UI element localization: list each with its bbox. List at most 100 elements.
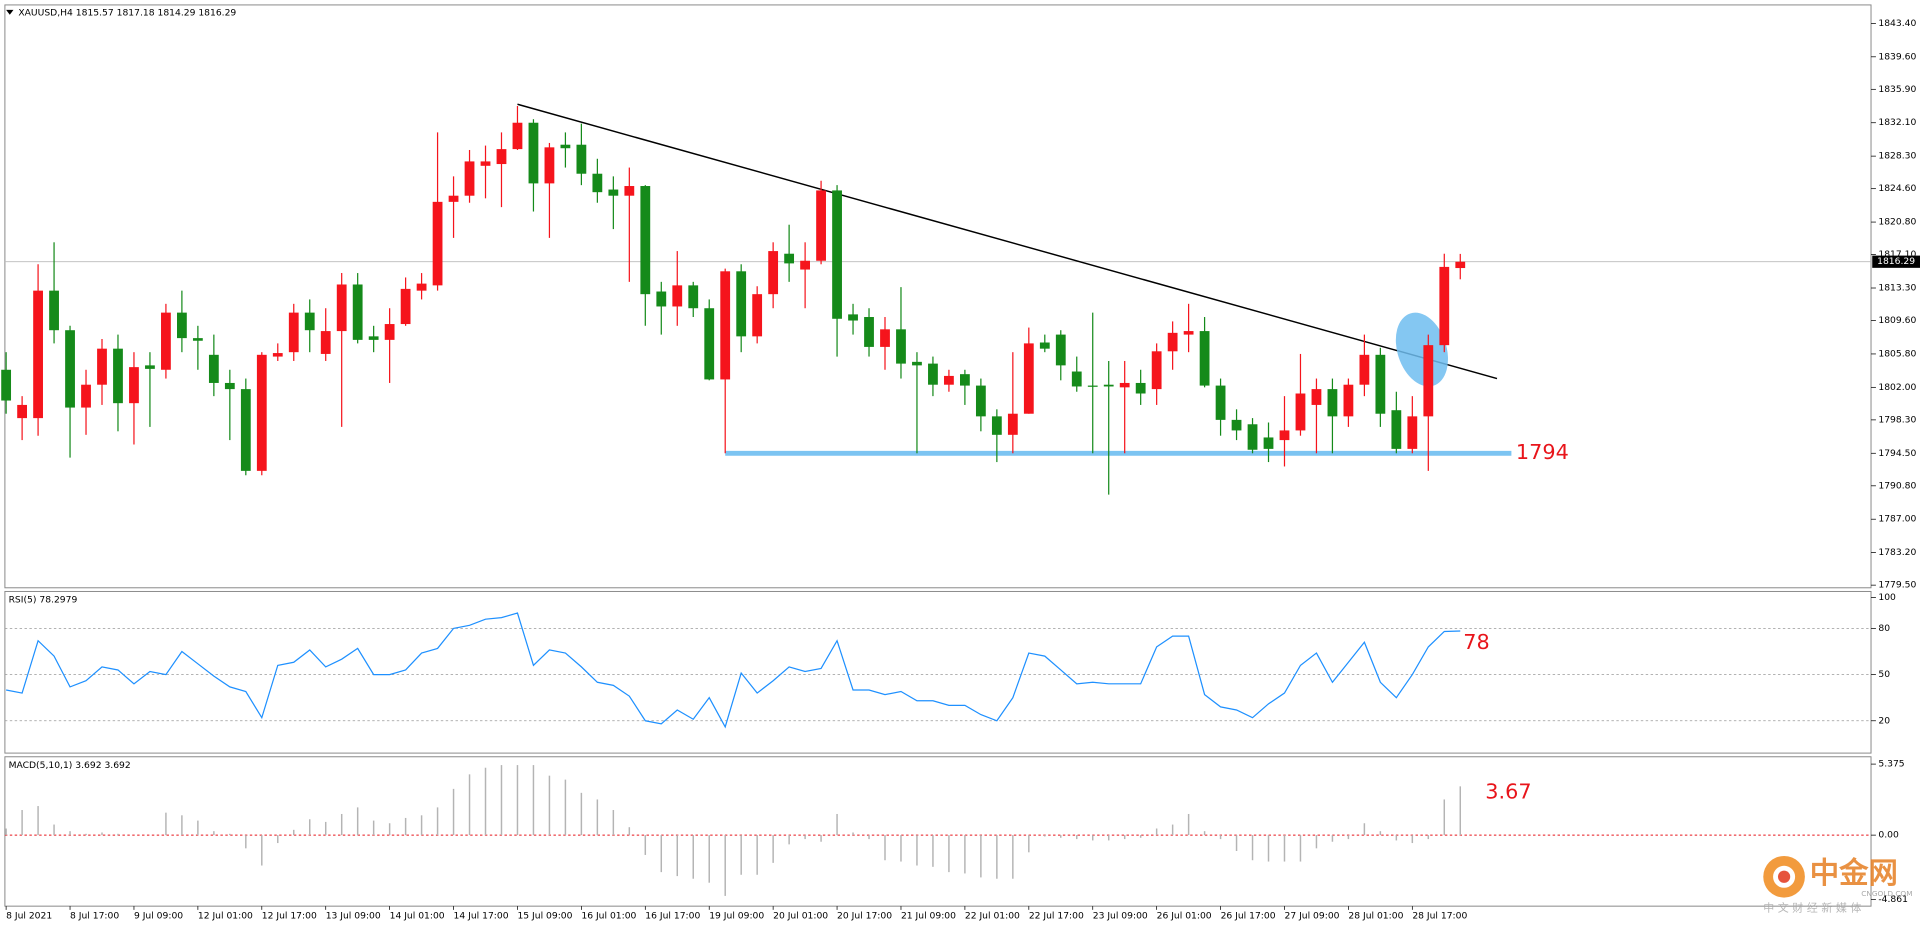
candle-body xyxy=(896,329,906,364)
rsi-line xyxy=(6,612,1461,729)
macd-bar xyxy=(724,835,726,896)
macd-bar xyxy=(436,807,439,836)
y-tick-label: 5.375 xyxy=(1878,759,1904,770)
macd-bar xyxy=(5,828,7,836)
macd-bar xyxy=(293,829,295,836)
y-tick-label: 1779.50 xyxy=(1878,580,1916,591)
x-tick-label: 20 Jul 17:00 xyxy=(837,910,892,921)
candle-body xyxy=(736,271,747,337)
macd-bar xyxy=(1299,835,1302,862)
macd-bar xyxy=(404,817,407,836)
macd-bar xyxy=(948,835,950,873)
macd-bar xyxy=(1379,831,1382,836)
menu-arrow[interactable] xyxy=(6,9,14,15)
candle-body xyxy=(928,363,938,385)
y-tick-label: 20 xyxy=(1878,715,1890,726)
candle-body xyxy=(592,173,603,193)
x-tick-label: 12 Jul 01:00 xyxy=(198,910,253,921)
candle-body xyxy=(368,336,379,340)
candle-body xyxy=(1151,351,1162,390)
macd-bar xyxy=(1060,835,1062,838)
macd-bar xyxy=(820,835,822,842)
candle-body xyxy=(320,331,331,354)
candle-body xyxy=(288,312,299,353)
candle-body xyxy=(256,354,267,471)
candle-body xyxy=(352,284,363,340)
candle-body xyxy=(912,361,922,366)
candle-body xyxy=(1247,424,1258,450)
watermark-slogan: 中 文 财 经 新 媒 体 xyxy=(1763,901,1861,915)
macd-bar xyxy=(644,835,647,855)
macd-bar xyxy=(1044,835,1046,837)
y-tick-label: 80 xyxy=(1878,623,1890,634)
x-tick-label: 16 Jul 17:00 xyxy=(645,910,700,921)
candle-body xyxy=(1327,389,1338,417)
macd-bar xyxy=(548,775,551,836)
x-tick-label: 15 Jul 09:00 xyxy=(517,910,572,921)
candle-body xyxy=(240,389,251,471)
candle-body xyxy=(1103,384,1114,387)
candle-body xyxy=(416,283,427,291)
x-tick-label: 26 Jul 01:00 xyxy=(1157,910,1212,921)
y-tick-label: 1824.60 xyxy=(1878,183,1916,194)
candle-body xyxy=(624,186,635,196)
candle-body xyxy=(1359,354,1370,385)
x-tick-label: 8 Jul 2021 xyxy=(6,910,52,921)
y-tick-label: 1787.00 xyxy=(1878,514,1916,525)
candle-body xyxy=(1071,371,1082,387)
candle-body xyxy=(400,288,411,325)
y-tick-label: 1813.30 xyxy=(1878,283,1916,294)
candle-body xyxy=(65,330,75,408)
macd-bar xyxy=(996,835,998,879)
candle-body xyxy=(512,122,523,150)
candle-body xyxy=(880,329,890,347)
macd-bar xyxy=(564,779,567,836)
rsi-panel xyxy=(4,590,1872,754)
macd-bar xyxy=(261,835,263,866)
x-tick-label: 13 Jul 09:00 xyxy=(326,910,381,921)
macd-bar xyxy=(37,806,39,836)
candle-body xyxy=(336,284,347,332)
candle-body xyxy=(1455,261,1466,269)
y-tick-label: -4.861 xyxy=(1878,894,1908,905)
x-tick-label: 28 Jul 01:00 xyxy=(1348,910,1403,921)
candle-body xyxy=(272,353,283,357)
candle-body xyxy=(688,285,699,309)
x-tick-label: 16 Jul 01:00 xyxy=(581,910,636,921)
macd-bar xyxy=(1395,835,1398,841)
macd-bar xyxy=(516,765,519,836)
x-tick-label: 27 Jul 09:00 xyxy=(1284,910,1339,921)
macd-bar xyxy=(277,835,279,844)
macd-bar xyxy=(1347,835,1350,840)
macd-bar xyxy=(213,831,215,836)
x-tick-label: 22 Jul 17:00 xyxy=(1029,910,1084,921)
macd-bar xyxy=(197,820,199,836)
highlight xyxy=(1395,312,1448,387)
candle-body xyxy=(1295,393,1306,431)
candle-body xyxy=(1231,419,1242,431)
y-tick-label: 1790.80 xyxy=(1878,480,1916,491)
macd-bar xyxy=(1363,823,1366,836)
candle-body xyxy=(17,404,27,419)
macd-bar xyxy=(1443,799,1446,836)
y-tick-label: 1809.60 xyxy=(1878,315,1916,326)
macd-bar xyxy=(452,788,455,836)
candle-body xyxy=(1263,437,1274,449)
candle-body xyxy=(975,385,986,417)
y-tick-label: 1802.00 xyxy=(1878,382,1916,393)
watermark-site: CNGOLD.COM xyxy=(1861,889,1912,898)
logo-dot xyxy=(1777,870,1791,883)
watermark: 中金网 CNGOLD.COM 中 文 财 经 新 媒 体 xyxy=(1763,856,1913,915)
macd-bar xyxy=(1235,835,1238,851)
candle-body xyxy=(1215,385,1226,420)
macd-bar xyxy=(1076,835,1078,840)
macd-bar xyxy=(1171,824,1174,836)
candle-body xyxy=(640,186,651,295)
x-tick-label: 12 Jul 17:00 xyxy=(262,910,317,921)
candle-body xyxy=(113,348,123,404)
macd-bar xyxy=(628,827,631,836)
macd-bar xyxy=(1187,813,1190,836)
y-tick-label: 50 xyxy=(1878,669,1890,680)
macd-annotation: 3.67 xyxy=(1485,779,1531,803)
